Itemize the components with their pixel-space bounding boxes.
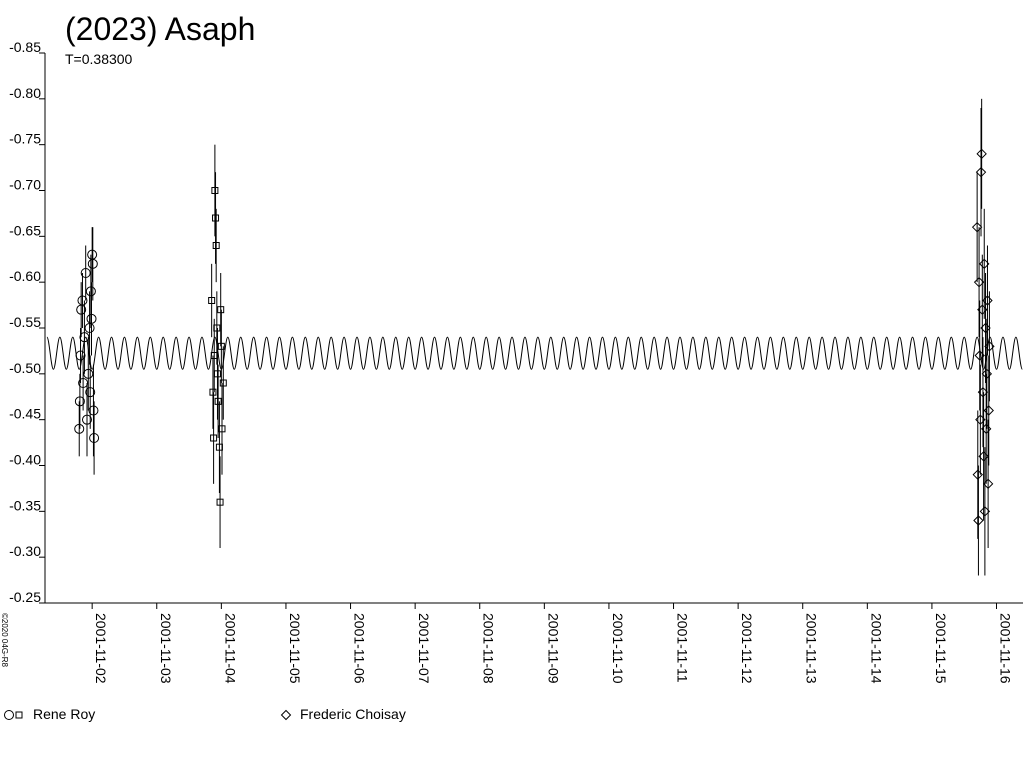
data-point [973,515,984,526]
data-point [209,388,217,396]
data-point [212,214,220,222]
legend-symbol [15,711,23,719]
data-point [212,242,220,249]
data-point [982,295,993,306]
data-point [977,304,988,315]
data-point [980,423,992,435]
data-point [215,443,223,451]
data-point [976,148,987,160]
y-tick-label: -0.40 [9,452,41,468]
x-tick-label: 2001-11-07 [416,613,432,684]
x-tick-label: 2001-11-09 [545,613,561,684]
data-point [84,323,95,333]
legend-label: Rene Roy [33,706,95,722]
x-tick-label: 2001-11-13 [804,613,820,684]
data-point [213,324,221,332]
y-tick-label: -0.30 [9,543,41,559]
y-tick-label: -0.70 [9,177,41,193]
data-point [88,405,99,416]
y-tick-label: -0.85 [9,39,41,55]
legend-symbol [280,709,292,721]
legend-label: Frederic Choisay [300,706,406,722]
data-point [87,258,98,269]
y-tick-label: -0.55 [9,314,41,330]
data-point [86,313,97,324]
fit-curve [46,336,1023,370]
data-point [975,166,987,178]
data-point [216,498,224,506]
data-point [79,332,90,343]
data-point [982,478,994,490]
credit: ©2020 04G-R8 [0,613,9,667]
data-point [77,295,88,306]
data-point [80,268,91,278]
data-point [217,306,225,314]
data-point [208,297,216,304]
data-point [975,414,986,425]
y-tick-label: -0.25 [9,589,41,605]
data-point [210,352,218,359]
data-point [78,378,89,388]
y-tick-label: -0.75 [9,131,41,147]
data-point [219,379,227,387]
x-tick-label: 2001-11-02 [93,613,109,684]
y-tick-label: -0.80 [9,85,41,101]
data-point [81,414,92,425]
x-tick-label: 2001-11-04 [222,613,238,684]
x-tick-label: 2001-11-05 [287,613,303,684]
y-tick-label: -0.45 [9,406,41,422]
x-tick-label: 2001-11-14 [868,613,884,684]
data-point [85,387,96,398]
data-point [977,386,989,398]
chart-subtitle: T=0.38300 [65,51,133,67]
data-point [980,322,991,334]
data-point [214,397,222,405]
data-point [972,469,983,480]
x-tick-label: 2001-11-10 [610,613,626,684]
x-tick-label: 2001-11-11 [675,613,691,683]
data-point [210,434,218,442]
x-tick-label: 2001-11-06 [352,613,368,684]
data-point [83,368,94,379]
data-point [74,423,85,434]
data-point [983,405,994,416]
y-tick-label: -0.65 [9,222,41,238]
data-point [89,433,100,443]
x-tick-label: 2001-11-08 [481,613,497,684]
data-point [979,258,990,270]
x-tick-label: 2001-11-03 [158,613,174,684]
data-point [974,350,985,361]
data-point [979,506,991,517]
data-point [218,425,226,433]
data-point [984,341,995,352]
data-point [217,342,225,350]
data-point [978,451,989,462]
data-point [973,276,985,288]
chart-title: (2023) Asaph [65,11,255,47]
x-tick-label: 2001-11-16 [998,613,1014,684]
x-tick-label: 2001-11-15 [933,613,949,684]
y-tick-label: -0.35 [9,497,41,513]
y-tick-label: -0.60 [9,268,41,284]
data-point [971,221,983,233]
data-point [213,370,221,378]
data-point [74,396,85,407]
y-tick-label: -0.50 [9,360,41,376]
legend-symbol [4,710,14,720]
data-point [85,286,96,297]
data-point [211,187,219,194]
data-point [75,350,86,361]
x-tick-label: 2001-11-12 [739,613,755,684]
data-point [981,368,993,380]
